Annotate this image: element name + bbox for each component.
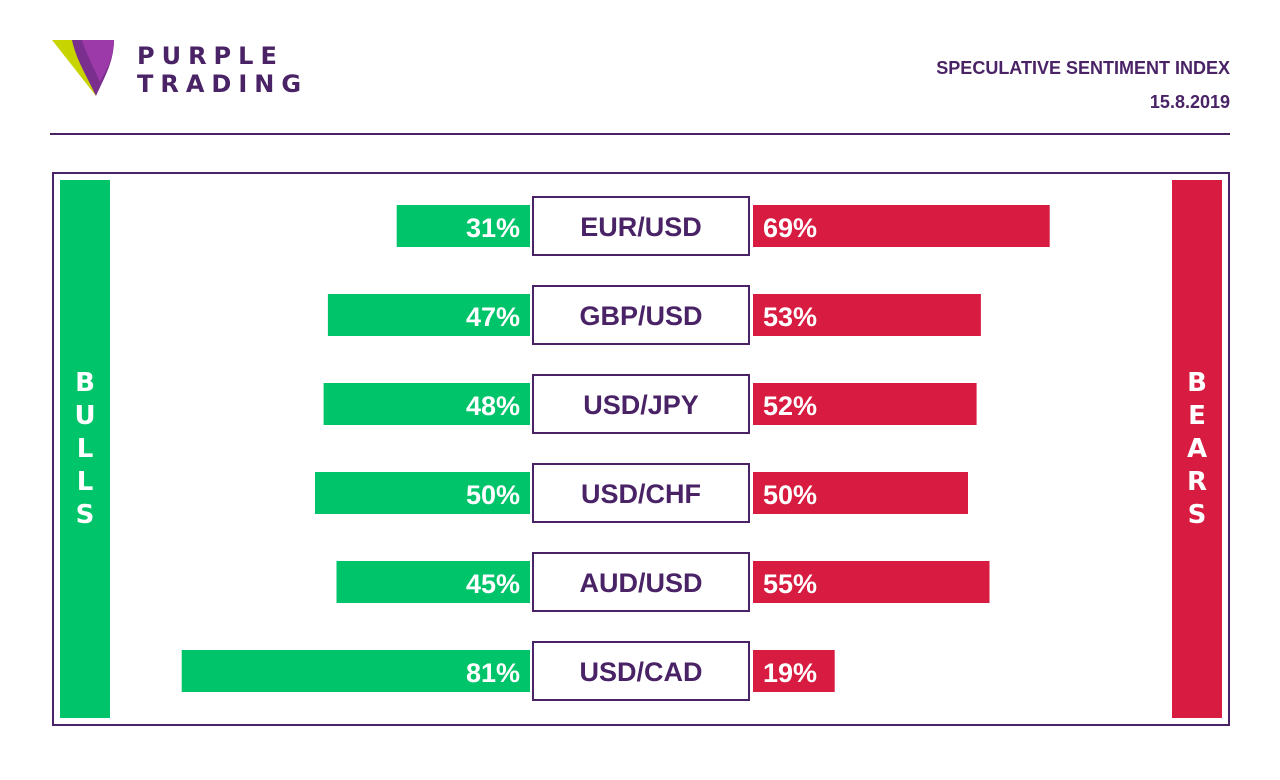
pair-box <box>532 285 750 345</box>
bull-bar <box>336 561 530 603</box>
bears-letter: A <box>1186 433 1208 464</box>
bulls-letter: S <box>75 499 95 530</box>
pair-box <box>532 196 750 256</box>
bull-bar <box>323 383 530 425</box>
bear-percent-label: 19% <box>763 658 817 688</box>
bear-bar <box>753 472 968 514</box>
bulls-letter: L <box>76 466 94 497</box>
pair-label: AUD/USD <box>579 568 702 598</box>
pair-box <box>532 641 750 701</box>
header-divider <box>50 133 1230 135</box>
bear-percent-label: 50% <box>763 480 817 510</box>
purple-trading-logo-icon <box>52 40 114 96</box>
bear-percent-label: 55% <box>763 569 817 599</box>
bears-letter: R <box>1186 466 1208 497</box>
bears-letter: B <box>1187 367 1207 398</box>
bull-percent-label: 48% <box>466 391 520 421</box>
brand-line-1: PURPLE <box>137 42 284 70</box>
bear-bar <box>753 205 1050 247</box>
bull-bar <box>396 205 530 247</box>
pair-label: USD/CHF <box>581 479 701 509</box>
bears-letter: E <box>1188 400 1206 431</box>
bull-percent-label: 45% <box>466 569 520 599</box>
bull-bar <box>327 294 530 336</box>
bulls-letter: U <box>74 400 96 431</box>
bulls-letter: L <box>76 433 94 464</box>
pair-label: USD/CAD <box>579 657 702 687</box>
bulls-letter: B <box>75 367 95 398</box>
bear-percent-label: 53% <box>763 302 817 332</box>
pair-box <box>532 552 750 612</box>
bear-percent-label: 52% <box>763 391 817 421</box>
bear-bar <box>753 294 981 336</box>
pair-label: USD/JPY <box>583 390 699 420</box>
brand-name: PURPLE TRADING <box>137 42 308 98</box>
chart-frame <box>52 172 1230 726</box>
bear-percent-label: 69% <box>763 213 817 243</box>
pair-box <box>532 374 750 434</box>
bull-bar <box>181 650 530 692</box>
bull-percent-label: 31% <box>466 213 520 243</box>
brand-line-2: TRADING <box>137 70 309 98</box>
bears-letter: S <box>1187 499 1207 530</box>
bear-bar <box>753 383 977 425</box>
bull-bar <box>315 472 530 514</box>
page-title: SPECULATIVE SENTIMENT INDEX <box>936 58 1230 78</box>
report-date: 15.8.2019 <box>1149 92 1230 112</box>
pair-label: GBP/USD <box>579 301 702 331</box>
pair-box <box>532 463 750 523</box>
bull-percent-label: 50% <box>466 480 520 510</box>
bear-bar <box>753 650 835 692</box>
bear-bar <box>753 561 990 603</box>
bull-percent-label: 47% <box>466 302 520 332</box>
pair-label: EUR/USD <box>580 212 702 242</box>
bull-percent-label: 81% <box>466 658 520 688</box>
